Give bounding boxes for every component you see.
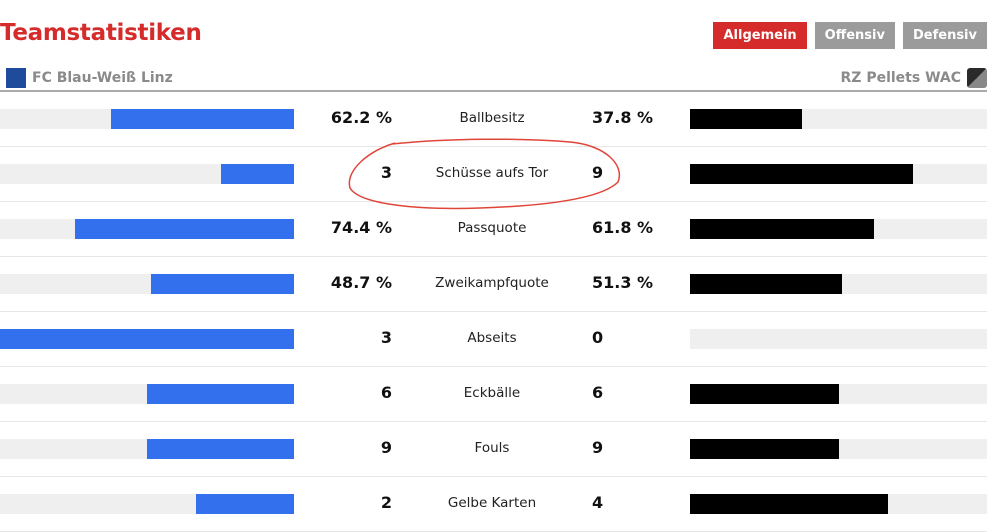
stat-row: 62.2 % Ballbesitz 37.8 % bbox=[0, 92, 987, 147]
away-bar-track bbox=[690, 439, 987, 459]
away-bar-track bbox=[690, 164, 987, 184]
home-bar-track bbox=[0, 329, 294, 349]
row-divider bbox=[0, 311, 987, 312]
home-value: 3 bbox=[380, 163, 392, 182]
row-divider bbox=[0, 256, 987, 257]
stat-label: Passquote bbox=[457, 220, 527, 236]
away-bar bbox=[690, 439, 839, 459]
home-bar-track bbox=[0, 494, 294, 514]
away-bar bbox=[690, 109, 803, 129]
home-bar bbox=[0, 329, 294, 349]
row-divider bbox=[0, 476, 987, 477]
away-bar-track bbox=[690, 494, 987, 514]
home-bar bbox=[150, 274, 294, 294]
away-team-logo-icon bbox=[967, 68, 987, 88]
stat-row: 3 Schüsse aufs Tor 9 bbox=[0, 147, 987, 202]
away-value: 51.3 % bbox=[592, 273, 654, 292]
home-bar bbox=[220, 164, 294, 184]
row-divider bbox=[0, 421, 987, 422]
stat-row: 2 Gelbe Karten 4 bbox=[0, 477, 987, 532]
stat-label: Fouls bbox=[474, 440, 510, 456]
stat-row: 3 Abseits 0 bbox=[0, 312, 987, 367]
away-bar-track bbox=[690, 109, 987, 129]
row-divider bbox=[0, 366, 987, 367]
home-bar-track bbox=[0, 384, 294, 404]
home-value: 62.2 % bbox=[330, 108, 392, 127]
header-divider bbox=[0, 90, 987, 92]
home-team: FC Blau-Weiß Linz bbox=[6, 68, 173, 88]
home-bar-track bbox=[0, 219, 294, 239]
stat-label: Zweikampfquote bbox=[435, 275, 549, 291]
away-value: 6 bbox=[592, 383, 604, 402]
away-value: 9 bbox=[592, 163, 604, 182]
home-team-logo-icon bbox=[6, 68, 26, 88]
away-bar-track bbox=[690, 329, 987, 349]
stat-label: Eckbälle bbox=[463, 385, 521, 401]
away-value: 37.8 % bbox=[592, 108, 654, 127]
tab-allgemein[interactable]: Allgemein bbox=[713, 22, 807, 49]
home-bar bbox=[147, 439, 294, 459]
away-bar-track bbox=[690, 219, 987, 239]
away-bar bbox=[690, 384, 839, 404]
home-bar-track bbox=[0, 109, 294, 129]
tab-defensiv[interactable]: Defensiv bbox=[902, 22, 987, 49]
home-bar-track bbox=[0, 164, 294, 184]
stat-row: 6 Eckbälle 6 bbox=[0, 367, 987, 422]
home-bar bbox=[196, 494, 294, 514]
home-bar-track bbox=[0, 439, 294, 459]
away-bar bbox=[690, 219, 874, 239]
away-bar-track bbox=[690, 274, 987, 294]
home-value: 3 bbox=[380, 328, 392, 347]
away-value: 4 bbox=[592, 493, 604, 512]
stat-row: 74.4 % Passquote 61.8 % bbox=[0, 202, 987, 257]
home-bar bbox=[75, 219, 294, 239]
away-team: RZ Pellets WAC bbox=[841, 68, 987, 88]
stat-tabs: Allgemein Offensiv Defensiv bbox=[713, 22, 987, 49]
home-team-name: FC Blau-Weiß Linz bbox=[32, 70, 173, 86]
home-value: 2 bbox=[380, 493, 392, 512]
home-bar bbox=[147, 384, 294, 404]
home-bar-track bbox=[0, 274, 294, 294]
stat-label: Schüsse aufs Tor bbox=[435, 165, 549, 181]
tab-offensiv[interactable]: Offensiv bbox=[814, 22, 895, 49]
away-bar bbox=[690, 164, 913, 184]
stat-label: Gelbe Karten bbox=[447, 495, 537, 511]
home-value: 9 bbox=[380, 438, 392, 457]
away-value: 61.8 % bbox=[592, 218, 654, 237]
away-team-name: RZ Pellets WAC bbox=[840, 70, 961, 86]
away-value: 9 bbox=[592, 438, 604, 457]
home-value: 74.4 % bbox=[330, 218, 392, 237]
stat-row: 9 Fouls 9 bbox=[0, 422, 987, 477]
away-bar bbox=[690, 274, 843, 294]
page-title: Teamstatistiken bbox=[0, 20, 202, 46]
home-value: 48.7 % bbox=[330, 273, 392, 292]
away-bar-track bbox=[690, 384, 987, 404]
away-bar bbox=[690, 494, 889, 514]
stat-label: Ballbesitz bbox=[459, 110, 525, 126]
stat-row: 48.7 % Zweikampfquote 51.3 % bbox=[0, 257, 987, 312]
stat-label: Abseits bbox=[467, 330, 517, 346]
home-value: 6 bbox=[380, 383, 392, 402]
home-bar bbox=[111, 109, 294, 129]
away-value: 0 bbox=[592, 328, 604, 347]
